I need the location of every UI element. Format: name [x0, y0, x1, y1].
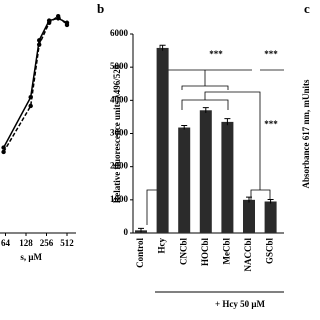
point [1, 149, 6, 155]
y-axis-label: Absorbance 617 nm, mUnits [301, 79, 311, 189]
x-tick-label: 64 [1, 238, 11, 248]
error-bar [181, 125, 188, 130]
x-tick-label: Hcy [157, 238, 167, 254]
bar [156, 47, 169, 234]
y-tick-label: 4000 [110, 94, 129, 104]
group-label: + Hcy 50 μM [215, 299, 265, 309]
y-tick-label: 2000 [110, 161, 129, 171]
y-tick-label: 5000 [110, 61, 129, 71]
line [2, 17, 68, 148]
error-bar [267, 199, 274, 204]
x-tick-label: 512 [60, 238, 74, 248]
point [36, 38, 42, 43]
significance: *** [209, 49, 223, 59]
x-tick-label: GSCbl [265, 238, 275, 265]
bar [178, 127, 191, 233]
bar [264, 201, 277, 233]
point [64, 22, 70, 28]
x-tick-label: HOCbl [200, 238, 210, 267]
error-bar [159, 44, 166, 51]
bar [243, 199, 255, 233]
error-bar [138, 227, 144, 233]
error-bar [224, 118, 231, 126]
line [2, 15, 68, 153]
point [28, 103, 33, 109]
point [55, 13, 61, 19]
x-tick-label: 128 [19, 238, 33, 248]
x-tick-label: Control [135, 238, 145, 268]
significance: *** [264, 49, 278, 59]
x-tick-label: CNCbl [178, 238, 188, 266]
significance: *** [264, 119, 278, 129]
x-tick-label: 256 [40, 238, 54, 248]
y-tick-label: 6000 [110, 28, 129, 38]
bar [221, 121, 234, 233]
y-tick-label: 1000 [110, 194, 129, 204]
point [46, 20, 52, 25]
error-bar [246, 196, 252, 203]
y-tick-label: 0 [124, 227, 129, 237]
x-axis-label: s, μM [20, 252, 42, 262]
error-bar [202, 107, 209, 113]
x-tick-label: MeCbl [221, 238, 231, 265]
x-tick-label: NACCbl [243, 238, 253, 272]
y-axis-label: Relative fluorescence units λ496/520 [112, 64, 122, 203]
point [36, 42, 42, 47]
panel-label: b [97, 1, 104, 16]
bar [199, 110, 212, 233]
panel-label: c [304, 1, 310, 16]
y-tick-label: 3000 [110, 128, 129, 138]
